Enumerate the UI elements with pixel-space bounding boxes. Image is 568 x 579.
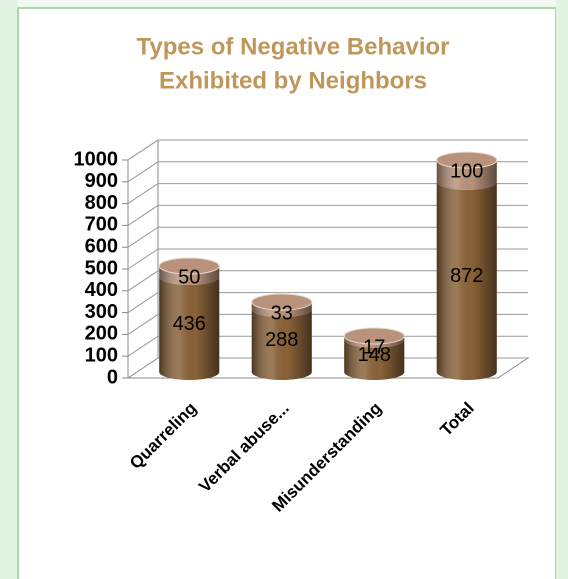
y-tick-label: 300 <box>85 301 118 323</box>
data-label: 17 <box>363 336 385 358</box>
bar-top <box>158 257 220 275</box>
grid-line <box>127 139 528 161</box>
chart-title: Types of Negative Behavior <box>137 33 450 60</box>
side-strip <box>556 0 568 579</box>
data-label: 50 <box>178 266 200 288</box>
data-label: 436 <box>173 313 206 335</box>
y-tick-label: 800 <box>85 192 118 214</box>
y-tick-label: 700 <box>85 214 118 236</box>
grid-line <box>127 248 528 270</box>
data-label: 148 <box>358 344 391 366</box>
grid-line <box>127 313 528 335</box>
y-tick-label: 1000 <box>74 148 119 170</box>
chart-title: Exhibited by Neighbors <box>159 67 427 94</box>
y-tick-label: 500 <box>85 257 118 279</box>
y-tick-label: 400 <box>85 279 118 301</box>
bar-shading <box>436 181 497 380</box>
data-label: 33 <box>271 302 293 324</box>
bar-shading <box>344 336 405 348</box>
grid-line <box>127 270 528 292</box>
bar-top <box>251 293 313 311</box>
y-tick-label: 100 <box>85 344 118 366</box>
y-tick-label: 0 <box>107 366 118 388</box>
grid-line <box>127 226 528 248</box>
bar-shading <box>251 309 312 380</box>
grid-line <box>127 204 528 226</box>
y-tick-label: 200 <box>85 323 118 345</box>
grid-line <box>127 183 528 205</box>
grid-line <box>127 357 528 379</box>
bar-shading <box>344 339 405 380</box>
bar-shading <box>251 302 312 318</box>
bar-top <box>343 327 405 345</box>
y-tick-label: 600 <box>85 235 118 257</box>
data-label: 100 <box>450 160 483 182</box>
bar-top <box>436 151 498 169</box>
grid-line <box>127 292 528 314</box>
bar-shading <box>159 276 220 380</box>
data-label: 288 <box>265 329 298 351</box>
side-strip <box>0 0 18 579</box>
y-tick-label: 900 <box>85 170 118 192</box>
data-label: 872 <box>450 265 483 287</box>
grid-line <box>127 161 528 183</box>
bar-shading <box>159 266 220 285</box>
